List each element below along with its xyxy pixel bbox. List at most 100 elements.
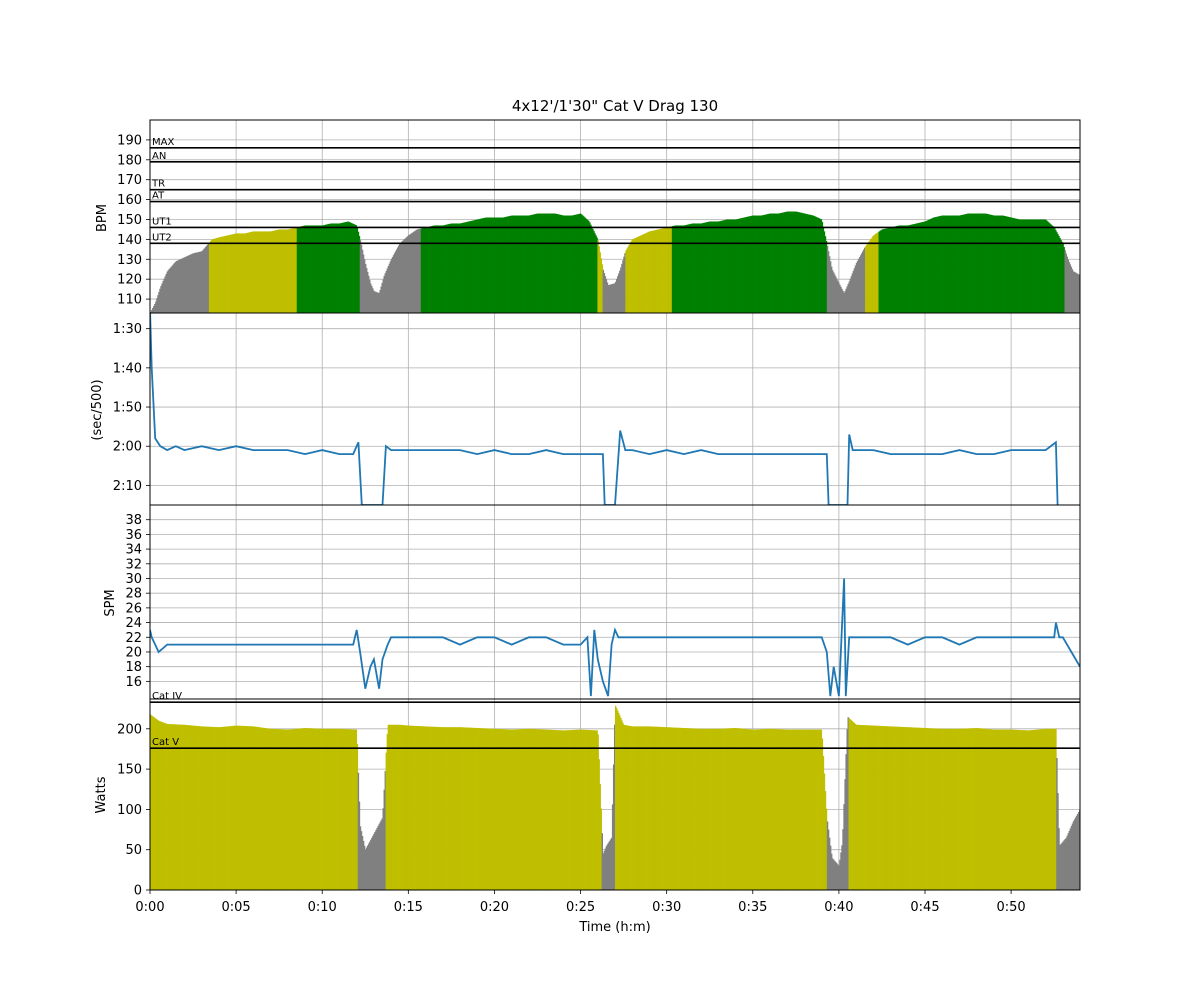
hr-area-bar [315, 225, 317, 313]
hr-area-bar [1052, 226, 1054, 313]
power-bar [379, 822, 381, 890]
hr-area-bar [611, 283, 614, 313]
power-bar [666, 727, 669, 890]
hr-area-bar [470, 220, 472, 313]
hr-area-bar [578, 213, 581, 313]
hr-area-bar [1034, 219, 1036, 313]
power-bar [1005, 729, 1008, 890]
hr-area-bar [484, 217, 487, 313]
power-bar [477, 728, 479, 890]
hr-area-bar [340, 223, 342, 313]
power-bar [444, 727, 446, 890]
hr-area-bar [844, 291, 846, 313]
power-bar [282, 729, 284, 890]
power-bar [221, 726, 223, 890]
hr-area-bar [699, 223, 702, 313]
power-bar [369, 841, 371, 890]
hr-area-bar [341, 222, 343, 313]
power-bar [782, 729, 784, 890]
hr-area-bar [322, 225, 324, 313]
y-tick-label: 1:30 [113, 322, 142, 337]
hr-area-bar [847, 283, 849, 313]
power-bar [1036, 729, 1039, 890]
power-bar [948, 728, 951, 890]
power-bar [985, 728, 988, 890]
power-bar [176, 724, 179, 890]
hr-area-bar [223, 236, 225, 313]
panel-frame [149, 312, 1081, 506]
power-bar [334, 728, 337, 890]
hr-area-bar [891, 227, 894, 313]
hr-area-bar [882, 229, 885, 313]
hr-area-bar [812, 215, 814, 313]
power-bar [400, 724, 402, 890]
hr-area-bar [284, 229, 286, 313]
hr-area-bar [708, 221, 710, 313]
power-bar [276, 729, 278, 890]
power-bar [982, 728, 985, 890]
hr-area-bar [875, 233, 877, 313]
power-bar [333, 728, 336, 890]
power-bar [783, 729, 785, 890]
power-bar [517, 729, 520, 890]
power-bar [354, 729, 357, 890]
power-bar [489, 728, 492, 890]
power-bar [260, 727, 262, 890]
hr-area-bar [296, 227, 299, 313]
y-tick-label: 120 [117, 273, 142, 288]
power-bar [350, 729, 352, 890]
hr-area-bar [179, 259, 182, 313]
power-bar [344, 729, 346, 890]
hr-area-bar [491, 217, 493, 313]
hr-area-bar [730, 219, 733, 313]
power-bar [561, 730, 563, 890]
power-bar [184, 724, 186, 890]
hr-area-bar [704, 222, 707, 313]
power-bar [544, 729, 547, 890]
power-bar [570, 730, 572, 890]
hr-area-bar [980, 213, 983, 313]
power-bar [928, 728, 930, 890]
power-bar [762, 729, 765, 890]
hr-area-bar [219, 237, 221, 313]
hr-area-bar [164, 276, 166, 313]
hr-area-bar [370, 283, 372, 313]
hr-area-bar [308, 225, 310, 313]
power-bar [244, 725, 246, 890]
hr-area-bar [463, 222, 465, 313]
hr-area-bar [690, 223, 692, 313]
zone-line-label: UT1 [152, 216, 172, 227]
hr-area-bar [716, 221, 718, 313]
power-bar [480, 728, 483, 890]
power-bar [453, 727, 456, 890]
hr-area-bar [821, 221, 824, 313]
hr-area-bar [756, 215, 758, 313]
power-bar [967, 728, 969, 890]
hr-area-bar [309, 225, 311, 313]
hr-area-bar [619, 270, 621, 313]
power-bar [901, 726, 903, 890]
hr-area-bar [379, 290, 381, 313]
power-bar [179, 724, 182, 890]
hr-area-bar [647, 232, 649, 313]
hr-area-bar [573, 214, 576, 313]
power-bar [192, 725, 194, 890]
power-bar [590, 730, 592, 890]
hr-area-bar [564, 215, 566, 313]
hr-area-bar [643, 233, 646, 313]
power-bar [318, 728, 320, 890]
power-bar [988, 729, 990, 890]
power-bar [431, 726, 433, 890]
power-bar [1009, 729, 1012, 890]
hr-area-bar [155, 301, 157, 313]
power-bar [1058, 828, 1060, 890]
power-bar [878, 725, 880, 890]
hr-area-bar [427, 226, 430, 313]
hr-area-bar [658, 229, 660, 313]
power-bar [999, 729, 1001, 890]
power-bar [620, 717, 622, 890]
power-bar [835, 861, 837, 890]
power-bar [1061, 842, 1063, 890]
power-bar [1033, 729, 1035, 890]
power-bar [292, 729, 295, 890]
